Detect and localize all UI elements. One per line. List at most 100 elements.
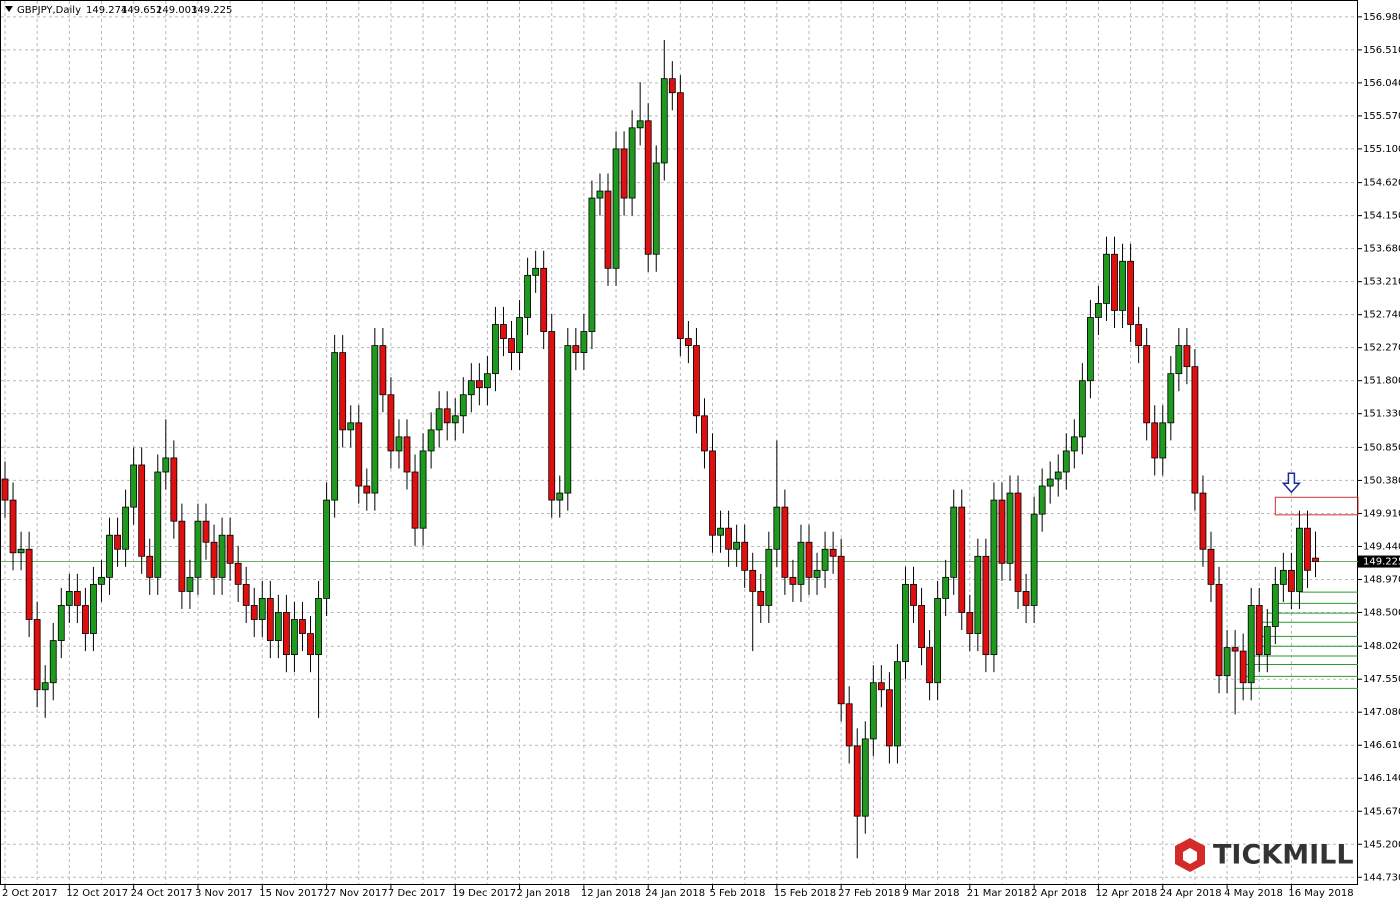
y-tick-label: 149.440 bbox=[1363, 541, 1400, 552]
candle-body bbox=[1078, 380, 1086, 438]
x-tick-label: 12 Apr 2018 bbox=[1095, 888, 1157, 899]
candle-body bbox=[49, 640, 57, 684]
candle-body bbox=[1046, 478, 1054, 487]
ohlc-close: 149.225 bbox=[191, 5, 232, 16]
candle-body bbox=[877, 682, 885, 691]
candle-body bbox=[443, 408, 451, 424]
y-tick-label: 153.680 bbox=[1363, 244, 1400, 255]
x-tick-label: 4 May 2018 bbox=[1224, 888, 1283, 899]
candle-body bbox=[194, 520, 202, 578]
candle-body bbox=[57, 605, 65, 641]
x-tick-label: 27 Nov 2017 bbox=[324, 888, 388, 899]
candle-body bbox=[347, 422, 355, 431]
candle-body bbox=[612, 148, 620, 269]
candle-body bbox=[250, 605, 258, 620]
candle-body bbox=[1143, 345, 1151, 424]
candle-body bbox=[218, 534, 226, 578]
candle-body bbox=[894, 661, 901, 747]
candle-body bbox=[725, 527, 732, 550]
candle-body bbox=[660, 78, 668, 164]
x-tick-label: 16 May 2018 bbox=[1288, 888, 1353, 899]
candle-body bbox=[1022, 591, 1030, 606]
candle-body bbox=[668, 78, 676, 94]
candle-body bbox=[604, 190, 612, 269]
candle-body bbox=[1304, 527, 1311, 571]
header-icon bbox=[5, 6, 13, 12]
candle-body bbox=[1175, 345, 1183, 375]
candle-body bbox=[1127, 260, 1134, 325]
candle-body bbox=[685, 338, 692, 346]
candle-body bbox=[998, 499, 1006, 564]
candle-body bbox=[1247, 605, 1255, 684]
candle-body bbox=[307, 633, 314, 656]
candle-body bbox=[419, 450, 427, 529]
candle-body bbox=[427, 429, 435, 452]
candle-body bbox=[821, 548, 829, 571]
y-tick-label: 148.970 bbox=[1363, 574, 1400, 585]
candle-body bbox=[1087, 317, 1094, 382]
candle-body bbox=[9, 499, 17, 554]
candle-body bbox=[990, 499, 998, 656]
candle-body bbox=[202, 520, 210, 543]
candle-body bbox=[540, 267, 548, 332]
candle-body bbox=[532, 267, 540, 276]
candle-body bbox=[1191, 366, 1199, 494]
candle-body bbox=[242, 583, 250, 606]
candle-body bbox=[644, 120, 652, 255]
y-tick-label: 151.800 bbox=[1363, 376, 1400, 387]
candle-body bbox=[966, 612, 974, 634]
candle-body bbox=[154, 471, 162, 578]
candle-body bbox=[33, 619, 41, 691]
candle-body bbox=[1103, 253, 1110, 304]
candle-body bbox=[162, 457, 170, 473]
candle-body bbox=[773, 506, 781, 550]
candle-body bbox=[572, 345, 580, 353]
y-tick-label: 152.270 bbox=[1363, 343, 1400, 354]
candle-body bbox=[1207, 548, 1215, 585]
candle-body bbox=[974, 555, 982, 634]
logo-icon-inner bbox=[1183, 848, 1197, 864]
candle-body bbox=[82, 605, 89, 634]
candle-body bbox=[395, 436, 403, 452]
y-tick-label: 150.380 bbox=[1363, 475, 1400, 486]
logo: TICKMILL bbox=[1175, 838, 1354, 872]
signal-arrow bbox=[1281, 472, 1302, 494]
ohlc-high: 149.652 bbox=[121, 5, 162, 16]
y-tick-label: 154.620 bbox=[1363, 178, 1400, 189]
candle-body bbox=[17, 548, 25, 554]
candle-body bbox=[1151, 422, 1159, 459]
candle-body bbox=[114, 534, 121, 550]
x-tick-label: 24 Oct 2017 bbox=[131, 888, 193, 899]
x-tick-label: 21 Mar 2018 bbox=[967, 888, 1030, 899]
candle-body bbox=[355, 422, 363, 487]
candle-body bbox=[1183, 345, 1191, 368]
x-tick-label: 2 Oct 2017 bbox=[2, 888, 57, 899]
candle-body bbox=[508, 338, 515, 353]
candle-body bbox=[516, 317, 523, 353]
x-tick-label: 12 Oct 2017 bbox=[66, 888, 128, 899]
candle-body bbox=[1095, 303, 1102, 318]
candle-body bbox=[282, 612, 290, 656]
candle-body bbox=[435, 408, 443, 431]
x-tick-label: 15 Feb 2018 bbox=[774, 888, 836, 899]
y-tick-label: 156.510 bbox=[1363, 45, 1400, 56]
price-tag-label: 149.225 bbox=[1363, 557, 1400, 568]
candle-body bbox=[186, 576, 194, 592]
candle-body bbox=[749, 569, 757, 592]
x-tick-label: 27 Feb 2018 bbox=[838, 888, 900, 899]
candle-body bbox=[853, 745, 861, 817]
candle-body bbox=[1111, 253, 1118, 311]
candle-body bbox=[25, 548, 33, 620]
candle-body bbox=[459, 394, 467, 417]
y-tick-label: 147.080 bbox=[1363, 707, 1400, 718]
candle-body bbox=[258, 598, 266, 620]
candle-body bbox=[1038, 485, 1046, 515]
candle-body bbox=[323, 499, 331, 599]
candle-body bbox=[65, 591, 73, 606]
candle-body bbox=[1279, 569, 1287, 585]
x-tick-label: 24 Jan 2018 bbox=[645, 888, 705, 899]
candle-body bbox=[226, 534, 234, 564]
y-tick-label: 152.740 bbox=[1363, 310, 1400, 321]
y-tick-label: 156.980 bbox=[1363, 12, 1400, 23]
